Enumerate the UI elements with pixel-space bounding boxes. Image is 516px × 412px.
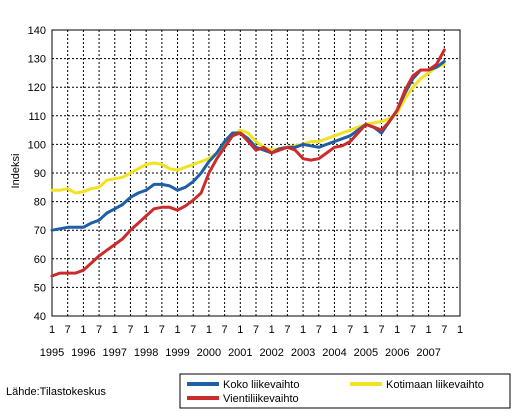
x-month-label: 7 [316, 324, 322, 336]
legend-label-koko: Koko liikevaihto [223, 379, 299, 391]
x-month-label: 7 [65, 324, 71, 336]
x-month-label: 7 [190, 324, 196, 336]
x-month-label: 1 [80, 324, 86, 336]
y-tick-label: 130 [28, 54, 46, 66]
x-year-label: 1995 [40, 347, 64, 359]
x-month-label: 7 [127, 324, 133, 336]
y-tick-label: 100 [28, 139, 46, 151]
x-month-label: 1 [394, 324, 400, 336]
x-month-label: 7 [410, 324, 416, 336]
source-note: Lähde:Tilastokeskus [6, 386, 106, 398]
y-tick-label: 90 [34, 168, 46, 180]
series-line-vientiliikevaihto [50, 48, 446, 278]
x-year-label: 1999 [165, 347, 189, 359]
x-year-label: 2001 [228, 347, 252, 359]
legend: Koko liikevaihto Vientiliikevaihto Kotim… [179, 373, 511, 409]
x-month-label: 7 [378, 324, 384, 336]
legend-label-kotimaan: Kotimaan liikevaihto [386, 379, 484, 391]
x-month-label: 1 [426, 324, 432, 336]
x-year-label: 2004 [322, 347, 346, 359]
y-axis: 40 50 60 70 80 90 100 110 120 130 140 [28, 25, 46, 323]
series-lines [50, 48, 446, 278]
x-year-label: 1996 [71, 347, 95, 359]
x-month-label: 1 [300, 324, 306, 336]
legend-box [179, 373, 511, 409]
series-line-kotimaan-liikevaihto [50, 62, 446, 195]
x-month-label: 1 [112, 324, 118, 336]
y-tick-label: 80 [34, 197, 46, 209]
x-month-label: 7 [441, 324, 447, 336]
y-tick-label: 50 [34, 282, 46, 294]
x-year-label: 1997 [103, 347, 127, 359]
series-line-koko-liikevaihto [50, 60, 446, 232]
y-tick-label: 140 [28, 25, 46, 37]
x-year-label: 2006 [385, 347, 409, 359]
y-tick-label: 40 [34, 311, 46, 323]
x-year-label: 2000 [197, 347, 221, 359]
x-month-label: 1 [269, 324, 275, 336]
x-month-label: 1 [457, 324, 463, 336]
plot-frame [51, 29, 461, 317]
y-tick-label: 120 [28, 82, 46, 94]
x-month-label: 7 [284, 324, 290, 336]
x-month-label: 7 [96, 324, 102, 336]
y-tick-label: 110 [28, 111, 46, 123]
y-axis-label: Indeksi [10, 154, 22, 189]
x-year-label: 2003 [291, 347, 315, 359]
x-month-label: 1 [363, 324, 369, 336]
x-month-label: 1 [143, 324, 149, 336]
x-month-label: 7 [347, 324, 353, 336]
y-tick-label: 70 [34, 225, 46, 237]
x-month-label: 7 [159, 324, 165, 336]
x-month-label: 7 [222, 324, 228, 336]
x-year-label: 2007 [416, 347, 440, 359]
x-month-label: 7 [253, 324, 259, 336]
legend-label-vienti: Vientiliikevaihto [223, 393, 299, 405]
x-year-label: 2005 [354, 347, 378, 359]
x-month-label: 1 [331, 324, 337, 336]
x-month-label: 1 [237, 324, 243, 336]
x-month-label: 1 [206, 324, 212, 336]
x-year-label: 1998 [134, 347, 158, 359]
x-month-label: 1 [49, 324, 55, 336]
x-year-label: 2002 [259, 347, 283, 359]
x-month-label: 1 [174, 324, 180, 336]
y-tick-label: 60 [34, 254, 46, 266]
